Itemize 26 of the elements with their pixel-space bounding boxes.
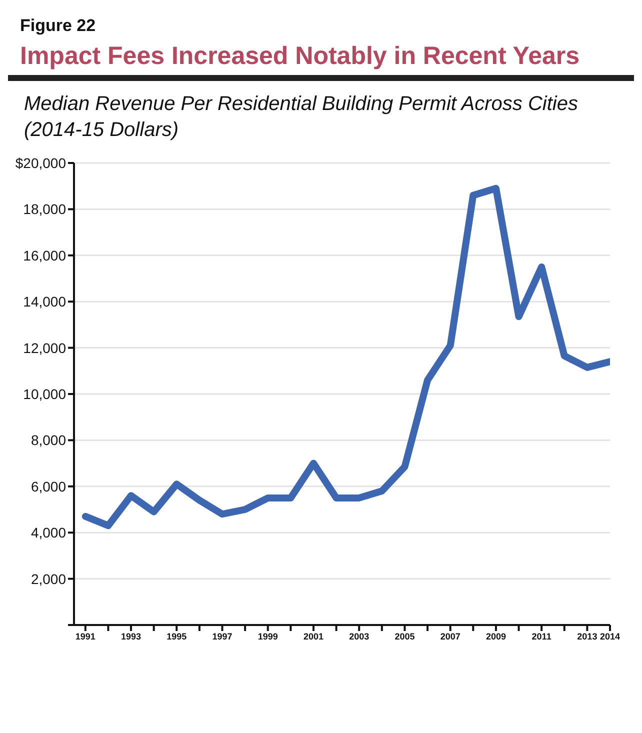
y-tick-label: 14,000: [23, 294, 66, 310]
x-tick-label: 2014: [600, 631, 620, 642]
y-tick-label: 12,000: [23, 340, 66, 356]
y-tick-label: 6,000: [30, 478, 66, 494]
x-tick-label: 2003: [349, 631, 370, 642]
y-tick-label: 16,000: [23, 247, 66, 264]
y-tick-label: 18,000: [23, 201, 66, 218]
x-tick-label: 1993: [121, 631, 142, 642]
chart-title: Impact Fees Increased Notably in Recent Years: [20, 42, 581, 71]
x-tick-label: 1991: [75, 631, 96, 642]
y-tick-label: 4,000: [30, 524, 66, 541]
y-tick-label: 8,000: [30, 432, 66, 448]
x-tick-label: 2013: [577, 631, 598, 642]
y-tick-label: $20,000: [15, 154, 66, 171]
y-tick-label: 2,000: [30, 570, 66, 587]
x-tick-label: 1997: [212, 631, 232, 642]
x-tick-label: 2011: [532, 631, 552, 642]
x-tick-label: 2007: [440, 631, 460, 642]
x-tick-label: 1995: [166, 631, 187, 642]
x-tick-label: 2005: [394, 631, 415, 642]
caption: Figure 22: [20, 16, 97, 36]
x-tick-label: 1999: [258, 631, 278, 642]
x-tick-label: 2001: [303, 631, 324, 642]
chart-subtitle: Median Revenue Per Residential Building Permit Across Cities (2014-15 Dollars): [23, 92, 579, 143]
x-tick-label: 2009: [486, 631, 506, 642]
y-tick-label: 10,000: [23, 386, 66, 402]
